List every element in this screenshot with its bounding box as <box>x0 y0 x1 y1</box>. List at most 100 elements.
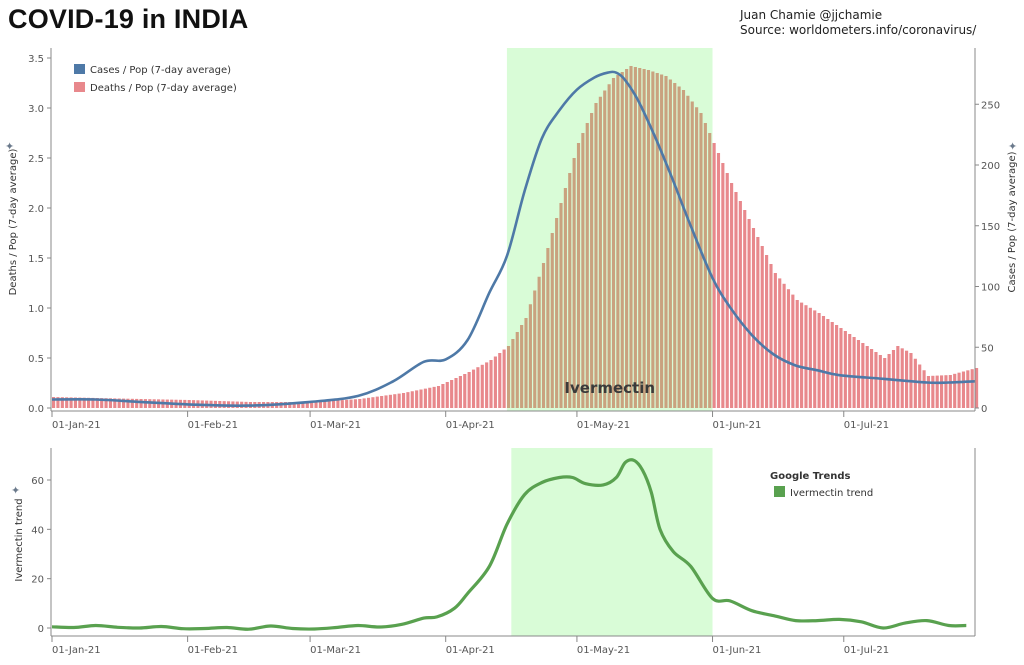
death-bar <box>896 346 900 408</box>
death-bar <box>349 399 353 408</box>
death-bar <box>730 183 734 408</box>
bottom-y-tick-label: 0 <box>38 624 44 635</box>
death-bar <box>734 192 738 408</box>
bottom-highlight-band <box>511 448 713 636</box>
bottom-y-tick-label: 60 <box>31 476 44 487</box>
death-bar <box>585 123 589 408</box>
death-bar <box>646 70 651 408</box>
left-tick-label: 3.0 <box>28 104 44 115</box>
death-bar <box>366 397 371 408</box>
bottom-x-ticks: 01-Jan-21 01-Feb-21 01-Mar-21 01-Apr-21 01-M… <box>51 636 889 656</box>
death-bar <box>415 390 419 409</box>
death-bar <box>126 398 130 408</box>
legend-label-trend: Ivermectin trend <box>790 488 873 499</box>
death-bar <box>695 107 699 408</box>
death-bar <box>747 219 751 408</box>
death-bar <box>940 375 944 408</box>
death-bar <box>563 188 567 408</box>
death-bar <box>848 334 852 408</box>
right-axis-title: Cases / Pop (7-day average) <box>1007 151 1018 292</box>
death-bar <box>817 313 821 408</box>
death-bar <box>301 402 305 408</box>
legend-swatch-cases <box>74 64 85 74</box>
death-bar <box>743 210 747 408</box>
death-bar <box>130 398 134 408</box>
death-bar <box>568 173 572 408</box>
death-bar <box>296 402 301 408</box>
page-title: COVID-19 in INDIA <box>8 4 249 34</box>
death-bar <box>401 393 406 408</box>
death-bar <box>651 71 655 408</box>
left-tick-label: 0.0 <box>28 404 44 415</box>
death-bar <box>642 69 646 408</box>
death-bar <box>677 86 681 408</box>
death-bar <box>883 358 887 408</box>
right-tick-label: 0 <box>981 404 987 415</box>
death-bar <box>288 402 292 408</box>
death-bar <box>143 399 148 408</box>
right-pin-icon: ✦ <box>1008 140 1017 153</box>
death-bar <box>419 389 423 408</box>
death-bar <box>576 143 581 408</box>
death-bar <box>314 401 318 408</box>
top-x-tick-label: 01-Mar-21 <box>310 420 361 431</box>
left-tick-label: 2.0 <box>28 204 44 215</box>
death-bar <box>813 310 817 408</box>
death-bar <box>60 397 64 408</box>
death-bar <box>410 391 414 408</box>
death-bar <box>808 307 812 408</box>
right-tick-label: 200 <box>981 161 1000 172</box>
death-bar <box>454 378 458 408</box>
death-bar <box>918 364 922 408</box>
death-bar <box>725 173 729 408</box>
death-bar <box>436 386 441 408</box>
death-bar <box>786 289 791 408</box>
death-bar <box>975 368 979 408</box>
death-bar <box>594 103 598 408</box>
death-bar <box>380 396 384 408</box>
death-bar <box>887 354 891 408</box>
left-tick-label: 1.5 <box>28 254 44 265</box>
death-bar <box>791 294 795 408</box>
death-bar <box>528 304 532 408</box>
death-bar <box>922 370 926 408</box>
death-bar <box>305 402 309 408</box>
legend-label-cases: Cases / Pop (7-day average) <box>90 65 231 76</box>
bottom-x-tick-label: 01-Mar-21 <box>310 645 361 656</box>
death-bar <box>738 201 742 408</box>
death-bar <box>957 372 961 408</box>
death-bar <box>423 388 427 409</box>
death-bar <box>310 402 314 408</box>
death-bar <box>428 387 432 408</box>
legend-label-deaths: Deaths / Pop (7-day average) <box>90 83 237 94</box>
left-tick-label: 2.5 <box>28 154 44 165</box>
bottom-legend: Google Trends Ivermectin trend <box>770 471 873 499</box>
right-tick-label: 250 <box>981 100 1000 111</box>
death-bar <box>716 153 721 408</box>
death-bar <box>826 319 830 408</box>
death-bar <box>345 399 349 408</box>
death-bar <box>358 399 362 408</box>
death-bar <box>471 369 476 408</box>
death-bar <box>625 69 629 408</box>
death-bar <box>668 79 672 408</box>
bottom-x-tick-label: 01-Jun-21 <box>713 645 762 656</box>
death-bar <box>82 397 86 408</box>
death-bar <box>375 396 379 408</box>
death-bar <box>961 371 966 408</box>
death-bar <box>463 374 467 408</box>
bottom-x-tick-label: 01-Feb-21 <box>188 645 238 656</box>
death-bar <box>87 397 91 408</box>
death-bar <box>511 339 515 408</box>
death-bar <box>913 358 917 408</box>
death-bar <box>760 246 764 408</box>
death-bar <box>620 72 624 408</box>
bottom-x-tick-label: 01-May-21 <box>577 645 630 656</box>
death-bar <box>673 83 677 408</box>
death-bar <box>388 394 392 408</box>
bottom-x-tick-label: 01-Jul-21 <box>844 645 889 656</box>
death-bar <box>52 397 56 408</box>
death-bar <box>655 73 659 408</box>
death-bar <box>340 400 344 408</box>
